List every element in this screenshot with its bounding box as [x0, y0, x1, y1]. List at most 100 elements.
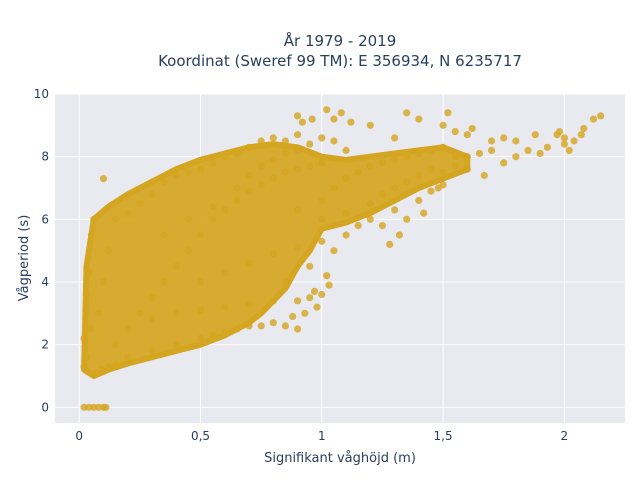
scatter-point — [570, 137, 578, 145]
scatter-point — [221, 269, 229, 277]
scatter-point — [378, 190, 386, 198]
scatter-point — [196, 278, 205, 286]
scatter-point — [148, 316, 156, 324]
scatter-point — [354, 168, 362, 176]
scatter-point — [245, 322, 253, 330]
scatter-point — [281, 168, 289, 176]
scatter-point — [196, 306, 205, 314]
scatter-point — [172, 171, 180, 180]
scatter-point — [318, 134, 326, 142]
scatter-point — [102, 403, 110, 411]
scatter-point — [82, 290, 91, 299]
scatter-point — [172, 262, 180, 270]
scatter-point — [310, 287, 319, 295]
x-tick-label: 0 — [75, 429, 83, 443]
scatter-point — [403, 215, 411, 223]
y-tick-label: 8 — [41, 150, 49, 164]
scatter-point — [298, 118, 306, 126]
scatter-point — [233, 196, 241, 205]
scatter-point — [112, 361, 120, 369]
scatter-point — [184, 215, 192, 223]
scatter-point — [160, 278, 168, 286]
scatter-point — [82, 353, 91, 361]
scatter-point — [221, 303, 229, 311]
scatter-point — [80, 363, 88, 371]
scatter-point — [124, 353, 132, 361]
scatter-point — [512, 137, 520, 145]
scatter-point — [318, 290, 326, 299]
scatter-point — [403, 109, 411, 117]
scatter-point — [257, 181, 265, 189]
scatter-point — [444, 109, 452, 117]
scatter-point — [245, 171, 253, 180]
scatter-point — [245, 259, 253, 267]
scatter-point — [391, 156, 399, 164]
y-tick-label: 10 — [34, 87, 49, 101]
scatter-point — [560, 140, 569, 148]
scatter-point — [337, 109, 345, 117]
y-axis-label: Vågperiod (s) — [17, 215, 32, 302]
scatter-point — [308, 115, 316, 123]
scatter-point — [196, 165, 205, 173]
scatter-point — [269, 134, 277, 142]
scatter-point — [342, 175, 350, 183]
scatter-point — [172, 341, 180, 349]
scatter-point — [330, 137, 338, 145]
scatter-point — [245, 300, 253, 308]
scatter-point — [196, 334, 205, 342]
scatter-point — [391, 206, 399, 214]
x-tick-label: 2 — [561, 429, 569, 443]
scatter-point — [366, 215, 374, 223]
scatter-point — [301, 309, 309, 317]
scatter-point — [196, 231, 205, 239]
scatter-point — [172, 309, 180, 317]
scatter-point — [233, 184, 241, 192]
y-tick-label: 2 — [41, 338, 49, 352]
scatter-point — [281, 322, 289, 330]
scatter-point — [415, 115, 423, 123]
scatter-point — [580, 124, 588, 133]
scatter-point — [427, 165, 435, 173]
scatter-point — [124, 209, 132, 217]
scatter-point — [403, 178, 411, 186]
scatter-point — [269, 297, 277, 305]
scatter-point — [294, 297, 302, 305]
scatter-point — [245, 187, 253, 195]
scatter-point — [221, 328, 229, 336]
scatter-point — [427, 146, 435, 154]
scatter-point — [451, 162, 459, 170]
scatter-point — [294, 165, 302, 173]
scatter-point — [306, 140, 314, 148]
x-axis-label: Signifikant våghöjd (m) — [264, 451, 416, 466]
scatter-point — [294, 206, 302, 214]
scatter-point — [99, 175, 108, 183]
scatter-point — [439, 181, 447, 189]
scatter-point — [294, 146, 302, 154]
scatter-point — [269, 156, 277, 164]
scatter-point — [87, 231, 95, 239]
scatter-point — [136, 309, 144, 317]
scatter-point — [391, 134, 399, 142]
scatter-point — [269, 175, 277, 183]
scatter-point — [289, 312, 297, 321]
x-axis-ticks: 0 0,5 1 1,5 2 — [75, 429, 568, 443]
scatter-point — [463, 165, 471, 173]
scatter-point — [112, 215, 120, 223]
scatter-point — [342, 209, 350, 217]
scatter-point — [500, 134, 508, 142]
scatter-point — [330, 115, 338, 123]
y-tick-label: 6 — [41, 212, 49, 226]
scatter-point — [306, 294, 314, 302]
scatter-point — [391, 184, 399, 192]
scatter-point — [415, 196, 423, 205]
scatter-point — [354, 222, 362, 230]
scatter-point — [512, 153, 520, 161]
scatter-point — [80, 334, 88, 342]
scatter-point — [500, 159, 508, 167]
scatter-point — [439, 168, 447, 176]
scatter-point — [536, 149, 544, 158]
scatter-point — [366, 200, 374, 208]
chart-title-line2: Koordinat (Sweref 99 TM): E 356934, N 62… — [158, 52, 522, 70]
scatter-point — [104, 363, 112, 371]
scatter-point — [294, 243, 302, 252]
